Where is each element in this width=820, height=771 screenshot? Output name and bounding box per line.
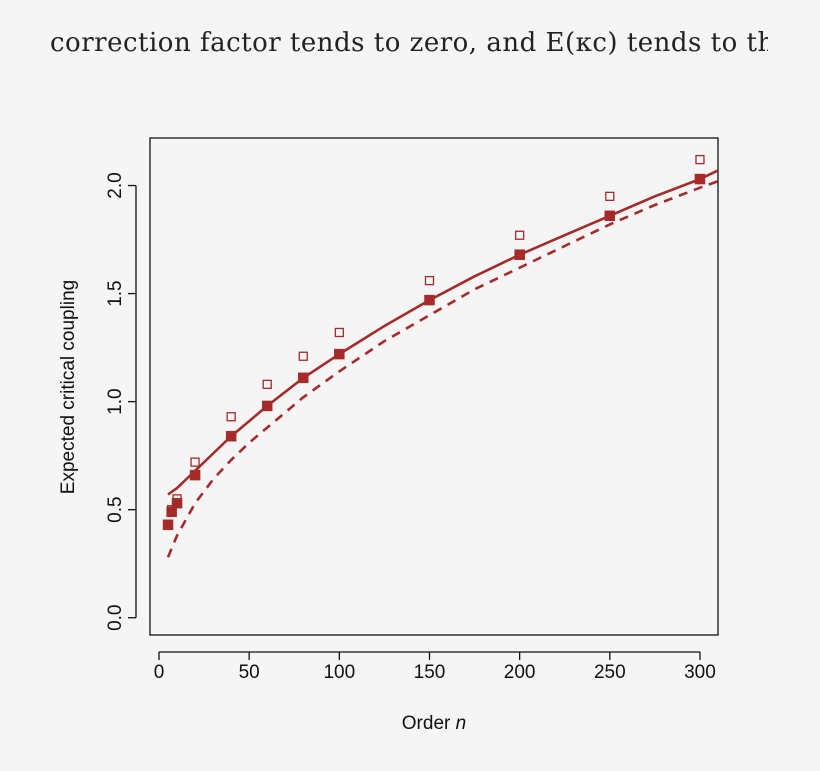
open-square-point [515, 230, 525, 240]
filled-square-point [166, 506, 177, 518]
marker-layer [162, 154, 706, 531]
filled-square-point [334, 348, 345, 360]
y-tick-label: 0.5 [105, 496, 126, 522]
open-square-point [226, 412, 236, 422]
filled-square-point [604, 210, 616, 222]
x-axis: 0 50 100 150 200 250 300 [154, 651, 716, 683]
y-axis: 0.0 0.5 1.0 1.5 2.0 [105, 172, 137, 631]
open-square-point [190, 457, 200, 467]
y-tick-label: 1.5 [105, 280, 126, 306]
filled-square-point [261, 400, 273, 412]
y-tick-label: 2.0 [105, 172, 126, 198]
plot-frame [149, 137, 719, 636]
x-tick-label: 150 [414, 662, 446, 683]
open-square-point [262, 379, 272, 389]
filled-square-point [514, 249, 525, 260]
filled-square-point [225, 430, 237, 442]
open-square-point [424, 275, 435, 286]
filled-square-point [298, 372, 309, 384]
x-tick-label: 0 [154, 662, 165, 683]
series-layer [166, 169, 718, 558]
filled-square-point [424, 294, 435, 306]
open-square-point [695, 154, 705, 165]
dashed-curve [166, 179, 718, 558]
solid-curve [167, 169, 718, 496]
open-square-point [605, 191, 615, 201]
x-tick-label: 100 [323, 662, 355, 683]
x-tick-label: 300 [684, 662, 716, 683]
header-text: correction factor tends to zero, and E(κ… [50, 28, 768, 58]
x-axis-title: Order n [402, 713, 466, 734]
x-tick-label: 50 [239, 662, 260, 683]
y-axis-title: Expected critical coupling [58, 280, 79, 494]
filled-square-point [162, 519, 174, 531]
x-tick-label: 200 [504, 662, 536, 683]
filled-square-point [189, 469, 201, 481]
y-tick-label: 1.0 [105, 388, 126, 414]
x-tick-label: 250 [594, 662, 626, 683]
y-tick-label: 0.0 [105, 605, 126, 631]
open-square-point [334, 327, 344, 338]
filled-square-point [694, 173, 706, 185]
filled-square-point [171, 497, 183, 509]
open-square-point [298, 351, 308, 361]
